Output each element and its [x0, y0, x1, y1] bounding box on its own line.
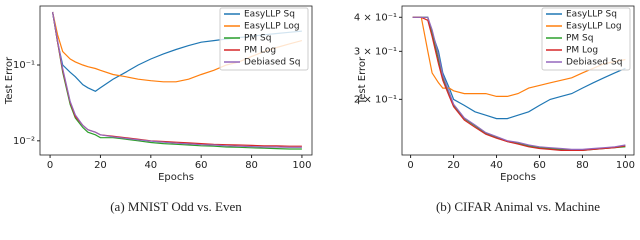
x-tick-label: 100 [616, 160, 635, 171]
y-tick-label: 2 × 10⁻¹ [354, 94, 397, 105]
plot-frame [401, 5, 635, 156]
legend-label: Debiased Sq [244, 58, 300, 68]
legend-label: Debiased Sq [566, 58, 622, 68]
legend-box [541, 7, 631, 71]
caption: (a) MNIST Odd vs. Even [110, 199, 242, 214]
legend-box [219, 7, 309, 71]
x-tick-label: 80 [245, 160, 258, 171]
y-tick-label: 4 × 10⁻¹ [354, 12, 397, 23]
x-tick-label: 80 [576, 160, 589, 171]
y-axis-label: Test Error [357, 56, 368, 105]
legend-label: EasyLLP Log [566, 22, 622, 32]
legend-label: EasyLLP Log [244, 22, 300, 32]
plot-frame [39, 5, 313, 156]
figure: 0 20 40 60 80 100 10⁻² 10⁻¹ Epochs Test Error (a) … [4, 5, 635, 214]
caption: (b) CIFAR Animal vs. Machine [436, 199, 600, 214]
y-axis-label: Test Error [4, 56, 15, 105]
y-tick-label: 10⁻¹ [13, 60, 35, 71]
x-tick-label: 100 [292, 160, 311, 171]
series-line [412, 16, 626, 151]
series-line [52, 11, 302, 148]
y-tick-label: 3 × 10⁻¹ [354, 46, 397, 57]
x-tick-label: 40 [144, 160, 157, 171]
legend-label: PM Log [566, 46, 598, 56]
x-axis-label: Epochs [500, 172, 536, 183]
x-tick-label: 40 [490, 160, 503, 171]
x-tick-label: 60 [195, 160, 208, 171]
series-line [412, 16, 626, 97]
x-tick-label: 0 [47, 160, 53, 171]
x-tick-label: 0 [407, 160, 413, 171]
legend-label: PM Sq [566, 34, 593, 44]
series-line [52, 11, 302, 150]
legend-label: PM Sq [244, 34, 271, 44]
legend-label: EasyLLP Sq [566, 10, 617, 20]
series-line [412, 16, 626, 150]
y-tick-label: 10⁻² [13, 136, 35, 147]
x-tick-label: 20 [94, 160, 107, 171]
legend-label: PM Log [244, 46, 276, 56]
legend-label: EasyLLP Sq [244, 10, 295, 20]
x-tick-label: 60 [533, 160, 546, 171]
x-tick-label: 20 [447, 160, 460, 171]
x-axis-label: Epochs [158, 172, 194, 183]
